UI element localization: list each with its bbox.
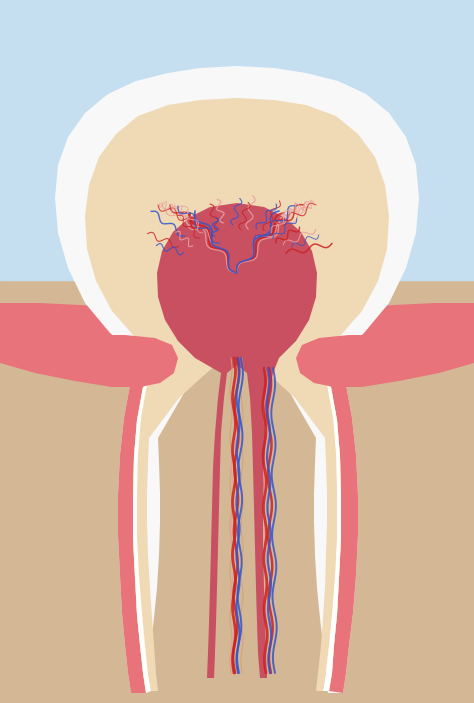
Polygon shape (323, 385, 341, 691)
Polygon shape (133, 385, 151, 693)
Polygon shape (324, 385, 341, 691)
Polygon shape (133, 385, 151, 693)
Bar (0, 0, 474, 280)
Polygon shape (85, 98, 389, 691)
Polygon shape (286, 0, 474, 353)
Polygon shape (55, 66, 419, 693)
Polygon shape (157, 203, 317, 678)
Polygon shape (327, 358, 358, 693)
Polygon shape (118, 358, 147, 693)
Polygon shape (0, 273, 178, 387)
Polygon shape (0, 0, 188, 353)
Polygon shape (296, 273, 474, 387)
